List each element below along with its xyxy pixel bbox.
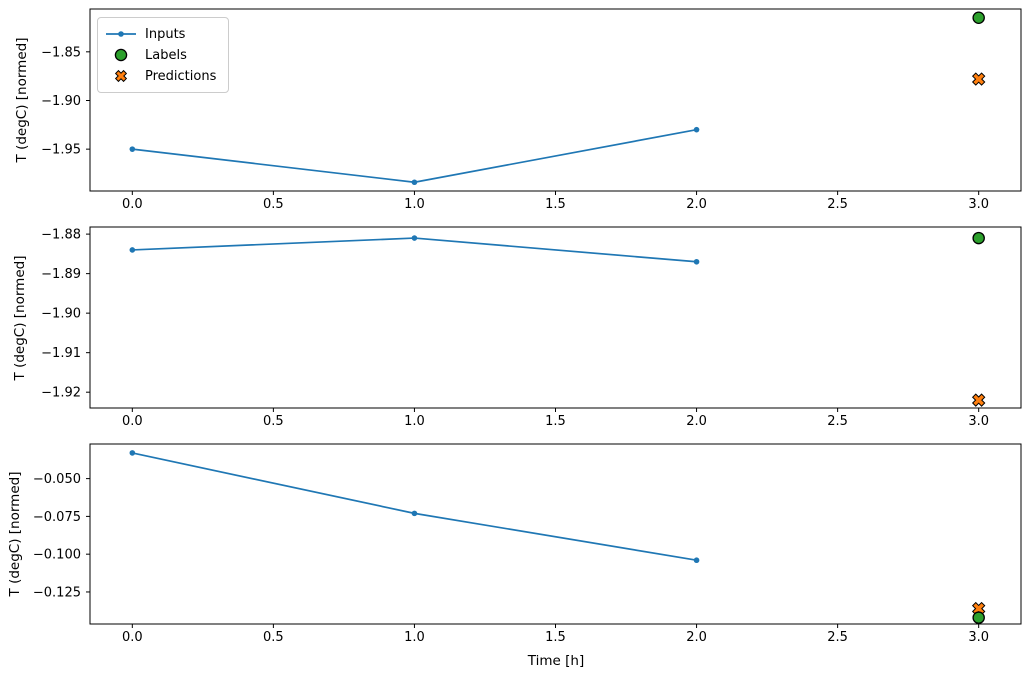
- legend-label-predictions: Predictions: [145, 68, 217, 84]
- subplot-3: 0.0 0.5 1.0 1.5 2.0 2.5 3.0 −0.050 −0.075 −0.100 −…: [33, 443, 1022, 645]
- legend: Inputs Labels Predictions: [97, 17, 230, 93]
- subplot-1: 0.0 0.5 1.0 1.5 2.0 2.5 3.0 −1.85 −1.90 −1.95: [41, 8, 1022, 212]
- xlabel: Time [h]: [527, 653, 585, 669]
- y-tick-label: −1.95: [41, 143, 81, 158]
- x-tick-label: 3.0: [968, 414, 989, 429]
- x-tick-label: 1.5: [545, 197, 566, 212]
- y-tick-label: −1.90: [41, 94, 81, 109]
- inputs-line: [132, 237, 697, 263]
- inputs-marker: [129, 247, 136, 253]
- subplot-2: 0.0 0.5 1.0 1.5 2.0 2.5 3.0 −1.88 −1.89 −1.90 −1.9…: [41, 226, 1022, 429]
- ylabel-subplot-1: T (degC) [normed]: [14, 37, 30, 163]
- labels-point: [972, 611, 985, 624]
- predictions-point: [971, 393, 986, 407]
- predictions-x-icon: [114, 69, 128, 83]
- ylabel-subplot-3: T (degC) [normed]: [7, 471, 23, 597]
- x-tick-label: 2.5: [827, 197, 848, 212]
- y-tick-label: −0.075: [33, 510, 81, 525]
- inputs-line-icon: [106, 31, 136, 37]
- labels-point: [972, 231, 985, 245]
- x-tick-label: 2.5: [827, 630, 848, 645]
- x-tick-label: 1.5: [545, 630, 566, 645]
- inputs-marker: [129, 146, 136, 152]
- x-tick-label: 1.0: [404, 197, 425, 212]
- inputs-marker: [693, 126, 700, 133]
- y-tick-label: −1.92: [41, 386, 81, 401]
- y-tick-label: −1.88: [41, 228, 81, 243]
- inputs-marker: [411, 235, 418, 241]
- inputs-line: [132, 452, 697, 562]
- legend-label-labels: Labels: [145, 47, 187, 63]
- x-tick-label: 0.0: [122, 630, 143, 645]
- inputs-marker: [411, 510, 418, 517]
- y-tick-label: −1.90: [41, 307, 81, 322]
- labels-point: [972, 11, 985, 25]
- labels-circle-icon: [114, 48, 128, 62]
- y-tick-label: −0.050: [33, 472, 81, 487]
- x-tick-label: 1.0: [404, 414, 425, 429]
- x-tick-label: 0.5: [263, 197, 284, 212]
- legend-item-predictions: Predictions: [105, 66, 216, 86]
- x-tick-label: 0.0: [122, 414, 143, 429]
- y-tick-label: −0.125: [33, 585, 81, 600]
- legend-label-inputs: Inputs: [145, 26, 186, 42]
- x-tick-label: 3.0: [968, 197, 989, 212]
- x-tick-label: 2.0: [686, 414, 707, 429]
- inputs-marker: [693, 557, 700, 564]
- y-tick-label: −1.85: [41, 45, 81, 60]
- x-tick-label: 0.0: [122, 197, 143, 212]
- predictions-point: [971, 72, 986, 86]
- y-tick-label: −1.89: [41, 267, 81, 282]
- legend-item-inputs: Inputs: [105, 24, 216, 44]
- x-tick-label: 2.0: [686, 197, 707, 212]
- x-tick-label: 1.0: [404, 630, 425, 645]
- x-tick-label: 2.5: [827, 414, 848, 429]
- x-tick-label: 1.5: [545, 414, 566, 429]
- y-tick-label: −1.91: [41, 346, 81, 361]
- inputs-marker: [129, 450, 136, 456]
- x-tick-label: 0.5: [263, 630, 284, 645]
- legend-item-labels: Labels: [105, 45, 216, 65]
- x-tick-label: 0.5: [263, 414, 284, 429]
- inputs-marker: [693, 258, 700, 265]
- x-tick-label: 3.0: [968, 630, 989, 645]
- y-tick-label: −0.100: [33, 548, 81, 563]
- x-tick-label: 2.0: [686, 630, 707, 645]
- ylabel-subplot-2: T (degC) [normed]: [12, 255, 28, 381]
- inputs-line: [132, 128, 697, 184]
- inputs-marker: [411, 179, 418, 186]
